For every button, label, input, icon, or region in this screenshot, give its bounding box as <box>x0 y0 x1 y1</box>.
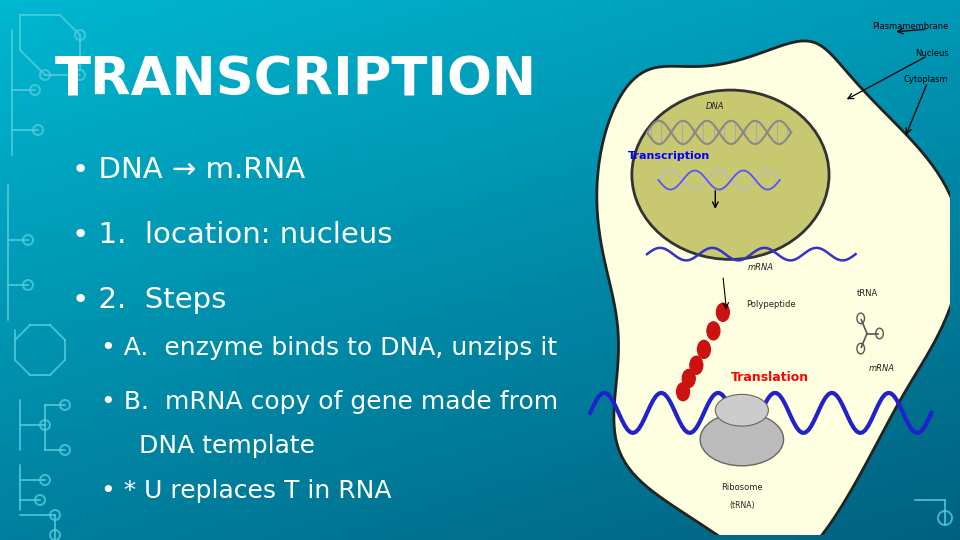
Ellipse shape <box>632 90 829 259</box>
Text: Nucleus: Nucleus <box>915 49 948 58</box>
Text: Transcription: Transcription <box>628 151 710 161</box>
Text: DNA template: DNA template <box>139 434 315 457</box>
Text: • * U replaces T in RNA: • * U replaces T in RNA <box>101 480 392 503</box>
Text: • B.  mRNA copy of gene made from: • B. mRNA copy of gene made from <box>101 390 558 414</box>
Circle shape <box>707 322 720 340</box>
Text: (tRNA): (tRNA) <box>729 501 755 510</box>
Text: mRNA: mRNA <box>869 363 895 373</box>
Text: tRNA: tRNA <box>856 289 877 299</box>
Text: DNA: DNA <box>706 102 725 111</box>
Circle shape <box>716 303 730 321</box>
Text: Polypeptide: Polypeptide <box>746 300 795 309</box>
Polygon shape <box>597 41 960 540</box>
Ellipse shape <box>700 413 783 466</box>
Text: • DNA → m.RNA: • DNA → m.RNA <box>72 156 305 184</box>
Text: • A.  enzyme binds to DNA, unzips it: • A. enzyme binds to DNA, unzips it <box>101 336 557 360</box>
Text: mRNA: mRNA <box>748 263 774 272</box>
Text: • 1.  location: nucleus: • 1. location: nucleus <box>72 221 393 249</box>
Circle shape <box>698 340 710 359</box>
Circle shape <box>677 383 689 401</box>
Text: Cytoplasm: Cytoplasm <box>904 75 948 84</box>
Text: TRANSCRIPTION: TRANSCRIPTION <box>55 55 538 107</box>
Circle shape <box>690 356 703 374</box>
Text: Translation: Translation <box>731 371 808 384</box>
Ellipse shape <box>715 394 768 426</box>
Text: • 2.  Steps: • 2. Steps <box>72 286 227 314</box>
Text: Plasmamembrane: Plasmamembrane <box>872 22 948 31</box>
Text: Ribosome: Ribosome <box>721 483 762 491</box>
Circle shape <box>683 369 695 388</box>
